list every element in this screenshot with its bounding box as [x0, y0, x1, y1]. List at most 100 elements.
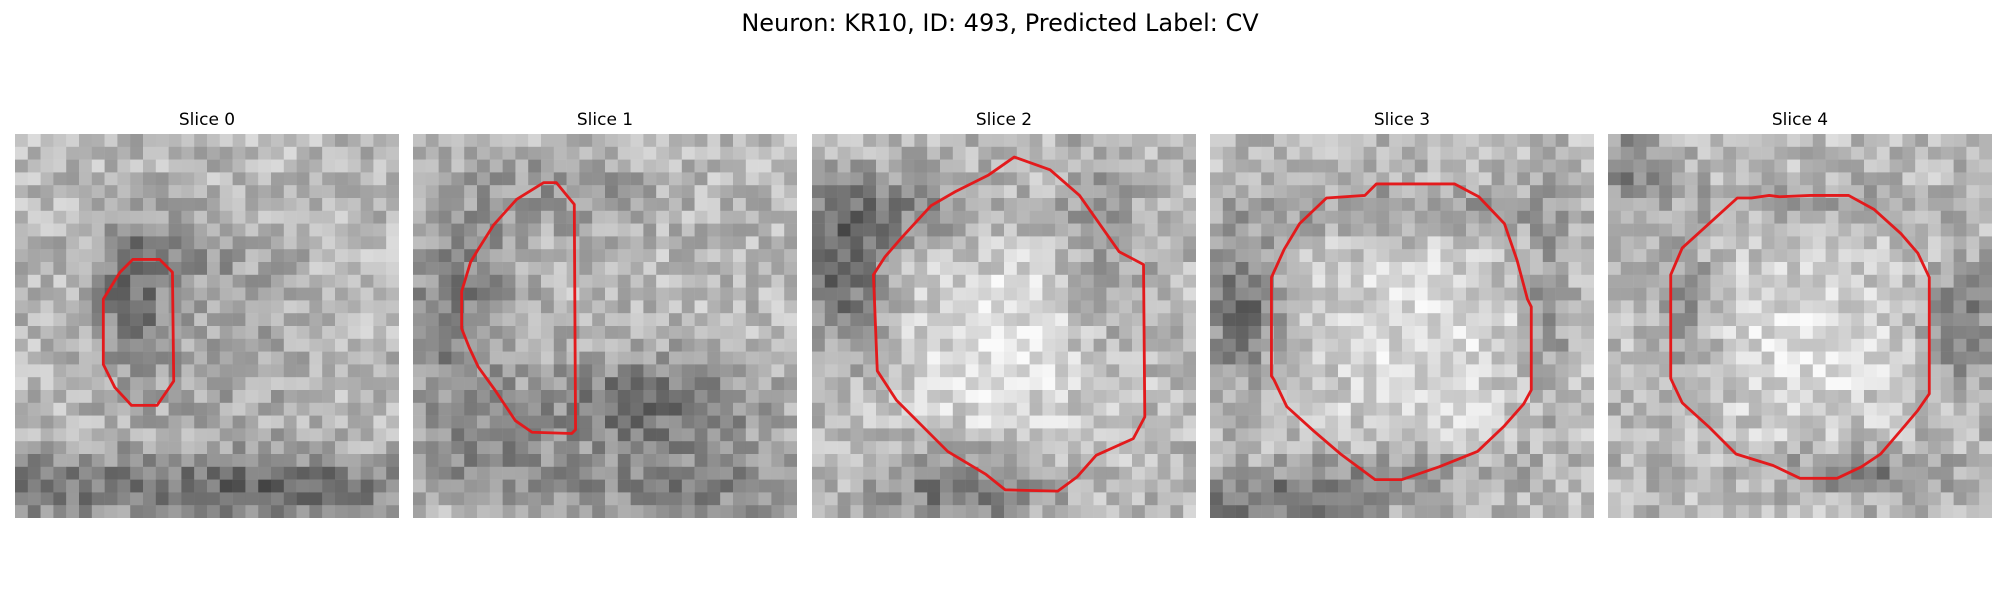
image-pixel — [812, 466, 826, 480]
image-pixel — [914, 364, 928, 378]
image-pixel — [1478, 390, 1492, 404]
image-pixel — [1389, 159, 1403, 173]
image-pixel — [694, 249, 708, 263]
image-pixel — [1825, 338, 1839, 352]
image-pixel — [1132, 351, 1146, 365]
image-pixel — [1864, 364, 1878, 378]
image-pixel — [579, 441, 593, 455]
image-pixel — [1851, 377, 1865, 391]
image-pixel — [1979, 428, 1992, 442]
image-pixel — [1491, 415, 1505, 429]
image-pixel — [1080, 390, 1094, 404]
image-pixel — [1646, 249, 1660, 263]
image-pixel — [1620, 134, 1634, 148]
image-pixel — [1042, 415, 1056, 429]
image-pixel — [707, 313, 721, 327]
image-pixel — [824, 390, 838, 404]
image-pixel — [952, 313, 966, 327]
image-pixel — [1453, 159, 1467, 173]
image-pixel — [720, 441, 734, 455]
image-pixel — [168, 313, 182, 327]
image-pixel — [1144, 428, 1158, 442]
image-pixel — [309, 466, 323, 480]
image-pixel — [91, 313, 105, 327]
image-pixel — [1222, 338, 1236, 352]
image-pixel — [91, 146, 105, 160]
image-pixel — [1235, 466, 1249, 480]
image-pixel — [1761, 287, 1775, 301]
image-pixel — [745, 402, 759, 416]
image-pixel — [812, 338, 826, 352]
image-pixel — [1672, 441, 1686, 455]
image-pixel — [53, 377, 67, 391]
image-pixel — [181, 479, 195, 493]
image-pixel — [630, 338, 644, 352]
image-pixel — [271, 262, 285, 276]
image-pixel — [965, 313, 979, 327]
image-pixel — [143, 492, 157, 506]
image-pixel — [1055, 492, 1069, 506]
image-pixel — [940, 210, 954, 224]
image-pixel — [758, 492, 772, 506]
image-pixel — [1491, 287, 1505, 301]
image-pixel — [66, 351, 80, 365]
image-pixel — [168, 326, 182, 340]
image-pixel — [1761, 390, 1775, 404]
image-pixel — [850, 402, 864, 416]
image-pixel — [1080, 236, 1094, 250]
image-pixel — [733, 313, 747, 327]
image-pixel — [837, 313, 851, 327]
image-pixel — [824, 313, 838, 327]
image-pixel — [155, 364, 169, 378]
image-pixel — [1478, 249, 1492, 263]
image-pixel — [707, 441, 721, 455]
image-pixel — [1029, 249, 1043, 263]
image-pixel — [66, 377, 80, 391]
image-pixel — [425, 466, 439, 480]
image-pixel — [605, 441, 619, 455]
image-pixel — [965, 134, 979, 148]
image-pixel — [271, 172, 285, 186]
image-pixel — [643, 134, 657, 148]
image-pixel — [1748, 159, 1762, 173]
image-pixel — [181, 223, 195, 237]
image-pixel — [784, 326, 797, 340]
image-pixel — [1325, 415, 1339, 429]
image-pixel — [1581, 262, 1594, 276]
image-pixel — [1966, 466, 1980, 480]
image-pixel — [1183, 287, 1196, 301]
slice-image — [413, 134, 797, 518]
image-pixel — [1710, 505, 1724, 518]
image-pixel — [1132, 287, 1146, 301]
image-pixel — [207, 185, 221, 199]
image-pixel — [1427, 402, 1441, 416]
image-pixel — [1376, 223, 1390, 237]
image-pixel — [566, 505, 580, 518]
image-pixel — [1222, 377, 1236, 391]
image-pixel — [1555, 262, 1569, 276]
image-pixel — [1928, 134, 1942, 148]
image-pixel — [194, 223, 208, 237]
image-pixel — [1376, 236, 1390, 250]
image-pixel — [1016, 223, 1030, 237]
image-pixel — [876, 454, 890, 468]
image-pixel — [1812, 236, 1826, 250]
image-pixel — [669, 249, 683, 263]
image-pixel — [850, 351, 864, 365]
image-pixel — [1787, 210, 1801, 224]
image-pixel — [784, 428, 797, 442]
image-pixel — [117, 505, 131, 518]
image-pixel — [104, 492, 118, 506]
image-pixel — [1491, 364, 1505, 378]
image-pixel — [1338, 351, 1352, 365]
image-pixel — [876, 351, 890, 365]
image-pixel — [720, 262, 734, 276]
image-pixel — [553, 249, 567, 263]
image-pixel — [143, 300, 157, 314]
image-pixel — [630, 505, 644, 518]
image-pixel — [1748, 492, 1762, 506]
image-pixel — [1350, 146, 1364, 160]
image-pixel — [1864, 415, 1878, 429]
image-pixel — [79, 364, 93, 378]
image-pixel — [1106, 172, 1120, 186]
